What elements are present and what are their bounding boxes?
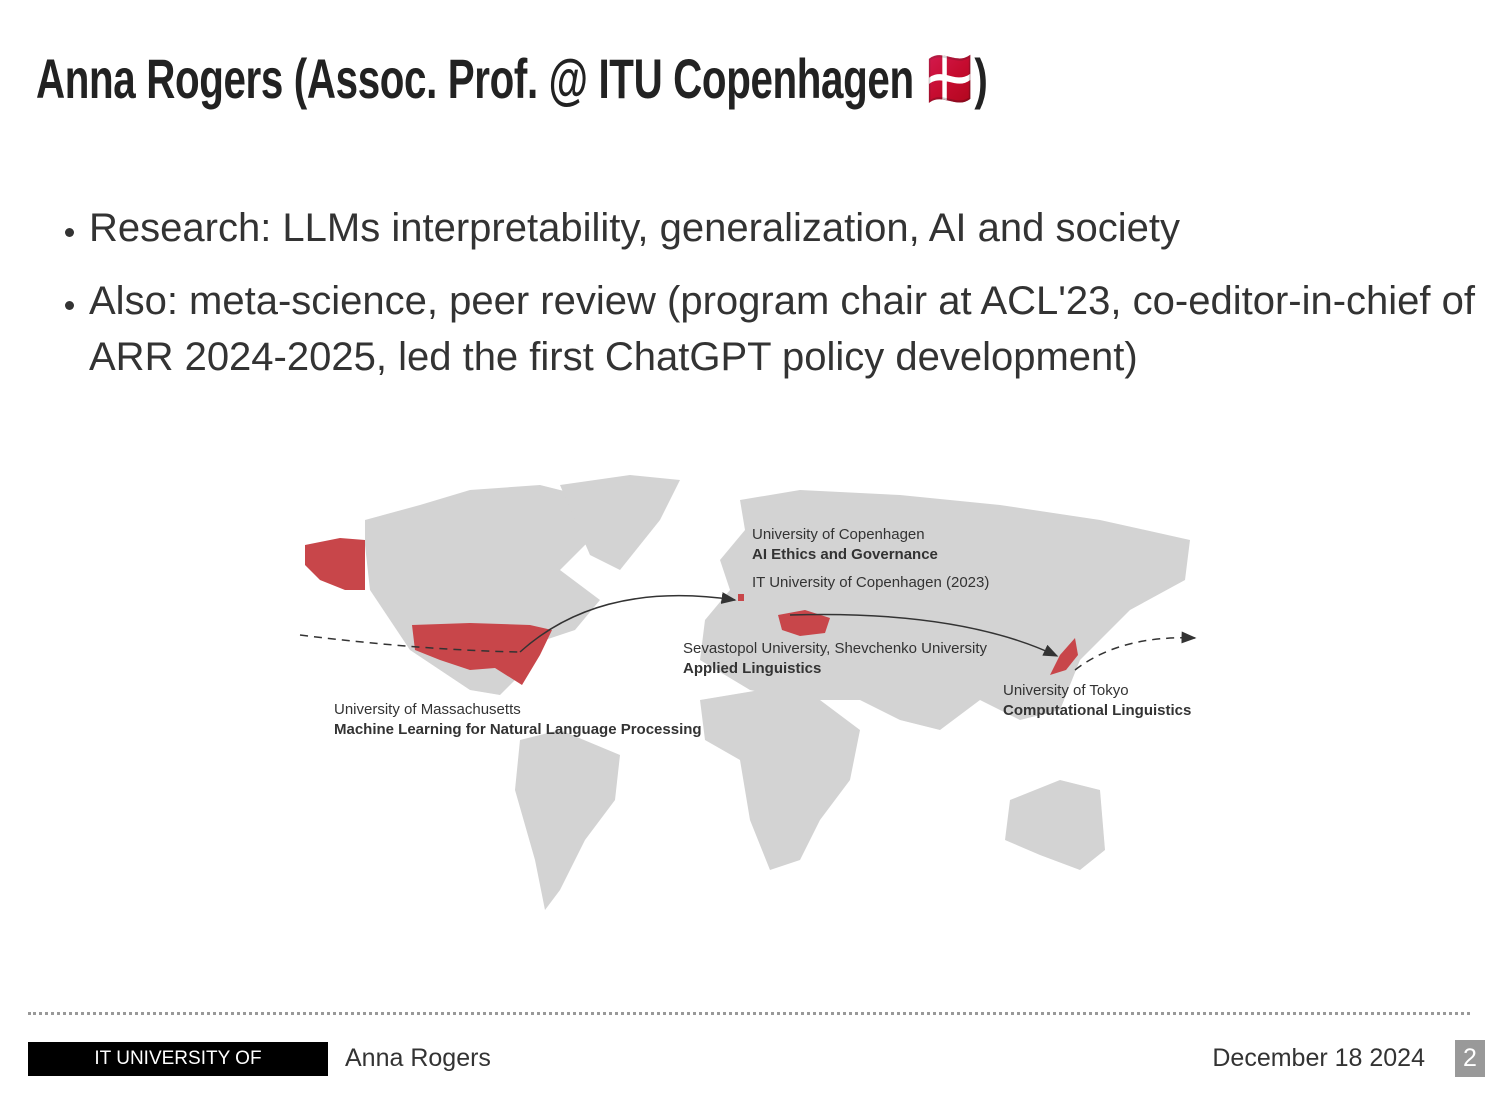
map-label: Sevastopol University, Shevchenko Univer… [683, 640, 988, 657]
map-label: IT University of Copenhagen (2023) [752, 574, 989, 591]
slide-title: Anna Rogers (Assoc. Prof. @ ITU Copenhag… [36, 47, 988, 110]
bullet-list: Research: LLMs interpretability, general… [48, 200, 1499, 402]
map-label: Applied Linguistics [683, 660, 821, 677]
page-number: 2 [1455, 1040, 1485, 1077]
map-label: Computational Linguistics [1003, 702, 1191, 719]
map-label: University of Copenhagen [752, 526, 925, 543]
world-map: University of Copenhagen AI Ethics and G… [299, 475, 1197, 910]
map-label: AI Ethics and Governance [752, 546, 938, 563]
footer-logo: IT UNIVERSITY OF COPENHAGEN [28, 1042, 328, 1103]
bullet: Also: meta-science, peer review (program… [89, 273, 1499, 385]
footer-date: December 18 2024 [1212, 1044, 1425, 1072]
map-label: University of Tokyo [1003, 682, 1129, 699]
map-label: Machine Learning for Natural Language Pr… [334, 721, 702, 738]
footer-divider [28, 1012, 1470, 1015]
path-arrows [299, 592, 1197, 671]
highlighted-countries [305, 538, 1078, 685]
map-label: University of Massachusetts [334, 701, 521, 718]
bullet: Research: LLMs interpretability, general… [89, 200, 1499, 256]
footer-author: Anna Rogers [345, 1044, 491, 1072]
